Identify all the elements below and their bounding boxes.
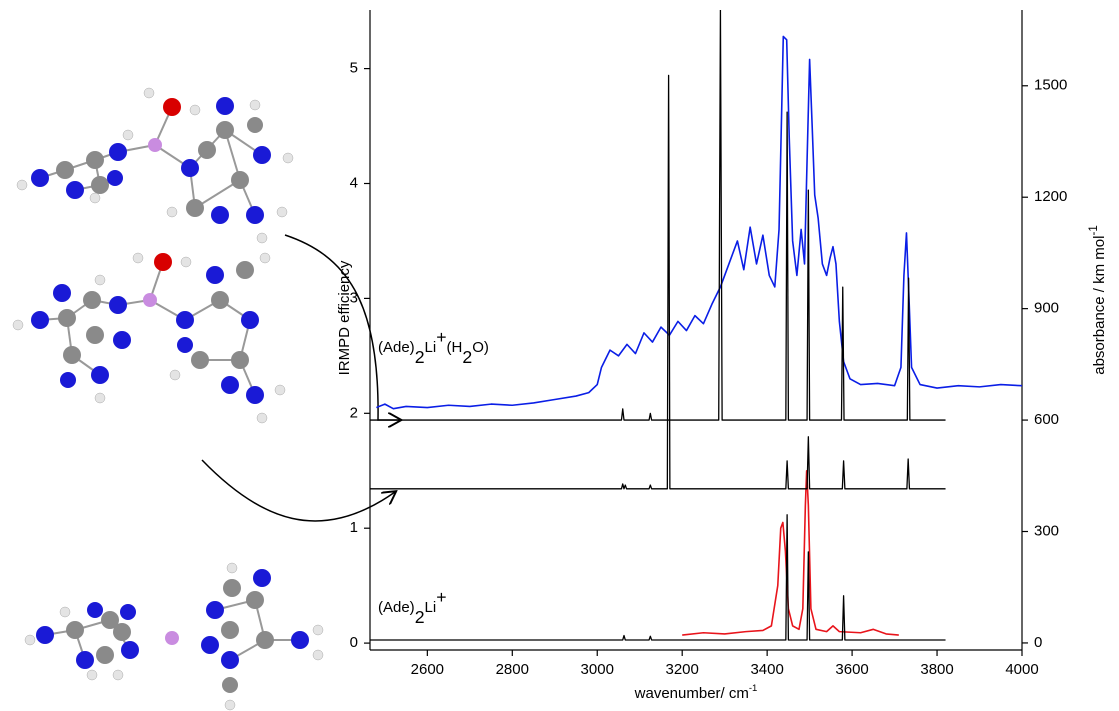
x-tick-label: 2600: [411, 661, 444, 678]
x-tick-label: 3000: [581, 661, 614, 678]
y2-tick-label: 1200: [1034, 188, 1067, 205]
figure: 2600280030003200340036003800400001234503…: [0, 0, 1119, 711]
label-part: 2: [415, 347, 425, 367]
x-tick-label: 3800: [920, 661, 953, 678]
label: wavenumber/ cm-1: [634, 683, 758, 702]
y2-tick-label: 900: [1034, 300, 1059, 317]
plot-area: [370, 8, 1022, 640]
x-tick-label: 3200: [666, 661, 699, 678]
label-part: -1: [1088, 225, 1100, 235]
spectrum-line: [370, 75, 946, 488]
label-part: IRMPD efficiency: [336, 260, 353, 375]
label-part: O): [472, 339, 489, 356]
y2-tick-label: 300: [1034, 522, 1059, 539]
y2-tick-label: 0: [1034, 634, 1042, 651]
label: (Ade)2Li+: [378, 587, 447, 627]
label: IRMPD efficiency: [336, 260, 353, 375]
spectrum-line: [370, 515, 946, 640]
label-part: -1: [749, 683, 757, 694]
label: (Ade)2Li+(H2O): [378, 327, 489, 367]
x-tick-label: 3600: [835, 661, 868, 678]
y-tick-label: 4: [350, 174, 358, 191]
label-part: Li: [425, 339, 437, 356]
molecule-hydrated: [17, 88, 293, 243]
y-tick-label: 1: [350, 519, 358, 536]
label-part: 2: [415, 607, 425, 627]
label-part: (Ade): [378, 339, 415, 356]
label-part: +: [436, 587, 446, 607]
label-part: absorbance / km mol: [1091, 236, 1108, 375]
molecule-bare: [25, 563, 323, 710]
y-tick-label: 5: [350, 60, 358, 77]
label-part: Li: [425, 599, 437, 616]
label: absorbance / km mol-1: [1088, 225, 1108, 375]
molecule-middle: [13, 253, 285, 423]
label-part: +: [436, 327, 446, 347]
spectrum-line: [682, 471, 899, 635]
label-part: (H: [447, 339, 463, 356]
label-part: 2: [462, 347, 472, 367]
y2-tick-label: 1500: [1034, 77, 1067, 94]
label-part: (Ade): [378, 599, 415, 616]
x-tick-label: 4000: [1005, 661, 1038, 678]
spectrum-line: [370, 8, 946, 420]
arrow: [202, 460, 395, 521]
label-part: wavenumber/ cm: [634, 685, 749, 702]
y-tick-label: 2: [350, 404, 358, 421]
x-tick-label: 3400: [750, 661, 783, 678]
x-tick-label: 2800: [496, 661, 529, 678]
y-tick-label: 0: [350, 634, 358, 651]
y2-tick-label: 600: [1034, 411, 1059, 428]
